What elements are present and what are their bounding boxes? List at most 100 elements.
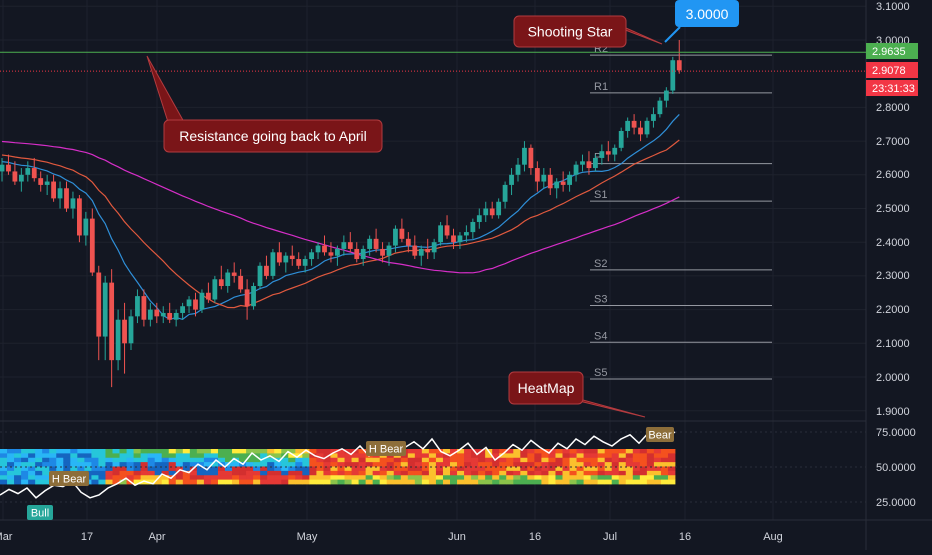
heatmap-cell — [98, 479, 106, 485]
heatmap-cell — [590, 453, 599, 459]
heatmap-cell — [632, 466, 641, 472]
heatmap-cell — [189, 479, 198, 485]
heatmap-cell — [365, 466, 374, 472]
heatmap-cell — [541, 470, 549, 476]
heatmap-cell — [316, 470, 324, 476]
heatmap-cell — [260, 449, 268, 454]
heatmap-cell — [232, 470, 240, 476]
candle-body — [44, 181, 50, 185]
price-tick: 2.2000 — [876, 304, 910, 316]
candle-body — [147, 309, 153, 320]
heatmap-cell — [379, 479, 388, 485]
heatmap-cell — [210, 449, 219, 454]
heatmap-cell — [471, 479, 479, 485]
heatmap-cell — [386, 457, 395, 463]
heatmap-cell — [407, 466, 416, 472]
price-tick: 2.8000 — [876, 102, 910, 114]
heatmap-cell — [471, 475, 479, 481]
heatmap-cell — [21, 462, 29, 467]
heatmap-cell — [260, 470, 268, 476]
heatmap-cell — [217, 479, 226, 485]
heatmap-tag: H Bear — [52, 474, 87, 486]
heatmap-cell — [49, 449, 57, 454]
candlesticks[interactable] — [0, 40, 682, 388]
heatmap-cell — [421, 449, 430, 454]
heatmap-cell — [478, 462, 486, 467]
heatmap-cell — [344, 449, 352, 454]
heatmap-cell — [590, 449, 599, 454]
heatmap-cell — [351, 466, 359, 472]
candle-body — [180, 306, 185, 313]
heatmap-cell — [527, 449, 535, 454]
heatmap-cell — [182, 457, 191, 463]
heatmap-cell — [428, 453, 437, 459]
heatmap-cell — [210, 457, 219, 463]
heatmap-cell — [28, 470, 36, 476]
heatmap-cell — [14, 457, 22, 463]
heatmap-cell — [407, 449, 416, 454]
countdown-badge: 23:31:33 — [872, 83, 915, 95]
heatmap-cell — [372, 466, 381, 472]
heatmap-cell — [154, 457, 163, 463]
heatmap-cell — [182, 462, 191, 467]
heatmap-cell — [534, 453, 542, 459]
heatmap-cell — [42, 475, 50, 481]
heatmap-cell — [267, 466, 275, 472]
heatmap-cell — [450, 457, 458, 463]
heatmap-cell — [365, 457, 374, 463]
heatmap-cell — [632, 470, 641, 476]
heatmap-cell — [119, 470, 127, 476]
heatmap-cell — [0, 470, 8, 476]
heatmap-cell — [35, 457, 43, 463]
heatmap-cell — [49, 453, 57, 459]
heatmap-cell — [464, 453, 472, 459]
heatmap-cell — [210, 453, 219, 459]
heatmap-cell — [625, 457, 634, 463]
heatmap-cell — [77, 462, 85, 467]
heatmap-cell — [358, 453, 367, 459]
heatmap-cell — [393, 462, 402, 467]
heatmap-cell — [379, 475, 388, 481]
heatmap-cell — [667, 457, 676, 463]
heatmap-cell — [225, 453, 233, 459]
heatmap-cell — [400, 475, 409, 481]
heatmap-cell — [302, 453, 310, 459]
heatmap-cell — [344, 479, 352, 485]
heatmap-cell — [274, 466, 282, 472]
candle-body — [257, 265, 263, 287]
candle-body — [283, 255, 289, 263]
heatmap-cell — [182, 479, 191, 485]
heatmap-cell — [28, 475, 36, 481]
candle-body — [335, 248, 340, 256]
heatmap-cell — [175, 475, 184, 481]
axes: 3.1000 3.0000 2.8000 2.7000 2.6000 2.5000 2.40… — [0, 1, 918, 543]
heatmap-cell — [351, 475, 359, 481]
heatmap-cell — [140, 470, 149, 476]
heatmap-cell — [358, 470, 367, 476]
heatmap-cell — [618, 457, 627, 463]
heatmap-cell — [7, 462, 15, 467]
heatmap-cell — [330, 466, 338, 472]
heatmap-cell — [147, 457, 156, 463]
heatmap-cell — [379, 466, 388, 472]
heatmap-cell — [407, 470, 416, 476]
heatmap-cell — [548, 457, 556, 463]
heatmap-cell — [667, 466, 676, 472]
heatmap-cell — [492, 449, 500, 454]
pivot-label: S1 — [594, 189, 607, 201]
heatmap-cell — [442, 457, 451, 463]
heatmap-cell — [379, 462, 388, 467]
heatmap-cell — [302, 457, 310, 463]
heatmap-cell — [379, 470, 388, 476]
heatmap-cell — [442, 479, 451, 485]
heatmap-cell — [309, 479, 317, 485]
heatmap-cell — [323, 479, 331, 485]
heatmap-cell — [112, 457, 120, 463]
price-tick: 3.1000 — [876, 1, 910, 13]
heatmap-cell — [28, 479, 36, 485]
candle-body — [625, 120, 631, 131]
heatmap-cell — [597, 462, 606, 467]
heatmap-cell — [239, 457, 247, 463]
